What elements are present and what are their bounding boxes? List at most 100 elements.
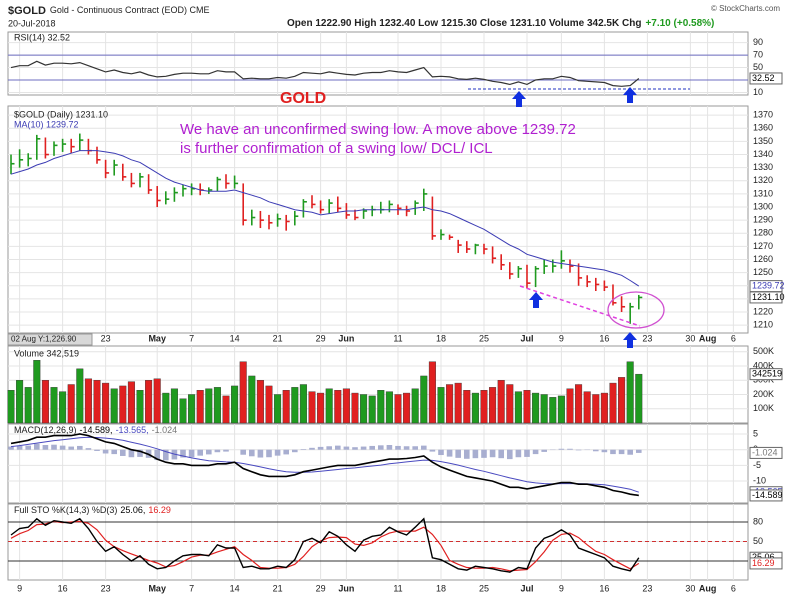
x-tick-label: 21: [273, 583, 283, 593]
x-tick-label: 23: [101, 333, 111, 343]
macd-hist: [377, 445, 384, 450]
volume-bar: [420, 375, 428, 424]
arrow: [623, 332, 637, 348]
line-signal: [10, 436, 639, 493]
volume-bar: [471, 392, 479, 424]
value-box-label: 25.06: [752, 552, 775, 562]
macd-hist: [403, 446, 410, 450]
macd-hist: [266, 449, 272, 458]
macd-name: MACD(12,26,9): [14, 425, 77, 435]
macd-value: -13.565,: [116, 425, 149, 435]
macd-hist: [532, 449, 539, 455]
macd-hist: [94, 449, 100, 451]
panel: [7, 423, 749, 504]
macd-hist: [412, 446, 418, 450]
volume-bar: [463, 390, 471, 424]
x-tick-label: 18: [436, 583, 446, 593]
volume-bar: [523, 390, 531, 424]
volume-bar: [102, 382, 110, 424]
volume-bar: [394, 394, 402, 424]
arrow: [623, 87, 637, 103]
volume-bar: [145, 380, 153, 424]
macd-hist: [102, 449, 109, 454]
macd-hist: [524, 449, 530, 457]
y-tick-label: -5: [753, 460, 761, 470]
arrow: [512, 91, 526, 107]
x-tick-label: 29: [316, 583, 326, 593]
volume-bar: [428, 361, 436, 424]
x-tick-label: 23: [101, 583, 111, 593]
volume-bar: [446, 384, 454, 424]
value-box-label: 32.52: [752, 73, 775, 83]
y-tick-label: 1270: [753, 241, 773, 251]
macd-hist: [25, 445, 32, 450]
value-box: [749, 489, 783, 502]
macd-hist: [481, 449, 487, 458]
x-tick-label: 16: [58, 583, 68, 593]
macd-hist: [257, 449, 264, 458]
macd-hist: [334, 445, 341, 450]
volume-bar: [256, 380, 264, 424]
x-tick-label: 18: [436, 333, 446, 343]
macd-hist: [446, 449, 453, 457]
macd-hist: [163, 449, 169, 461]
x-tick-label: Jun: [338, 583, 354, 593]
volume-bar: [136, 390, 144, 424]
x-tick-label: 23: [642, 583, 652, 593]
volume-bar: [188, 394, 196, 424]
cursor-label: 02 Aug Y:1,226.90: [11, 335, 77, 344]
y-tick-label: 5: [753, 428, 758, 438]
x-tick-label: 14: [230, 583, 240, 593]
macd-hist: [317, 446, 324, 450]
macd-hist: [120, 449, 126, 456]
volume-bar: [282, 390, 290, 424]
macd-hist: [274, 449, 281, 456]
y-tick-label: 1280: [753, 228, 773, 238]
volume-bar: [342, 388, 350, 424]
value-box-label: 342519: [752, 369, 782, 379]
value-box-label: -1.024: [752, 447, 778, 457]
ohlc-text: Open 1222.90 High 1232.40 Low 1215.30 Cl…: [287, 18, 641, 29]
x-tick-label: 6: [731, 583, 736, 593]
volume-bar: [411, 388, 419, 424]
volume-bar: [127, 381, 135, 424]
y-tick-label: 100K: [753, 403, 774, 413]
x-tick-label: 23: [642, 333, 652, 343]
value-box: [749, 368, 783, 381]
line-ma: [10, 150, 640, 287]
ohlc-summary: Open 1222.90 High 1232.40 Low 1215.30 Cl…: [287, 18, 714, 29]
x-tick-label: 7: [189, 333, 194, 343]
macd-value: -14.589,: [80, 425, 113, 435]
line-values: [10, 60, 640, 87]
macd-hist: [42, 445, 49, 450]
volume-bar: [600, 392, 608, 424]
macd-hist: [438, 449, 444, 456]
macd-hist: [610, 449, 616, 455]
macd-hist: [188, 449, 195, 458]
cursor-box: [7, 333, 93, 346]
volume-bar: [179, 398, 187, 424]
y-tick-label: 1310: [753, 188, 773, 198]
macd-hist: [558, 448, 565, 450]
trend-line: [519, 285, 641, 327]
y-tick-label: 80: [753, 516, 763, 526]
y-tick-label: 400K: [753, 360, 774, 370]
volume-bar: [84, 378, 92, 424]
macd-hist: [352, 447, 358, 450]
y-tick-label: 1290: [753, 215, 773, 225]
macd-hist: [154, 449, 161, 461]
volume-bar: [7, 390, 15, 424]
macd-hist: [77, 445, 83, 450]
volume-bar: [239, 361, 247, 424]
volume-bar: [557, 395, 565, 424]
volume-bar: [377, 390, 385, 424]
macd-hist: [395, 445, 401, 450]
line-k: [10, 517, 640, 573]
macd-hist: [34, 443, 40, 450]
y-tick-label: 1330: [753, 162, 773, 172]
volume-bar: [514, 391, 522, 424]
volume-bar: [33, 360, 41, 424]
x-tick-label: Jul: [520, 333, 533, 343]
volume-bar: [76, 368, 84, 424]
